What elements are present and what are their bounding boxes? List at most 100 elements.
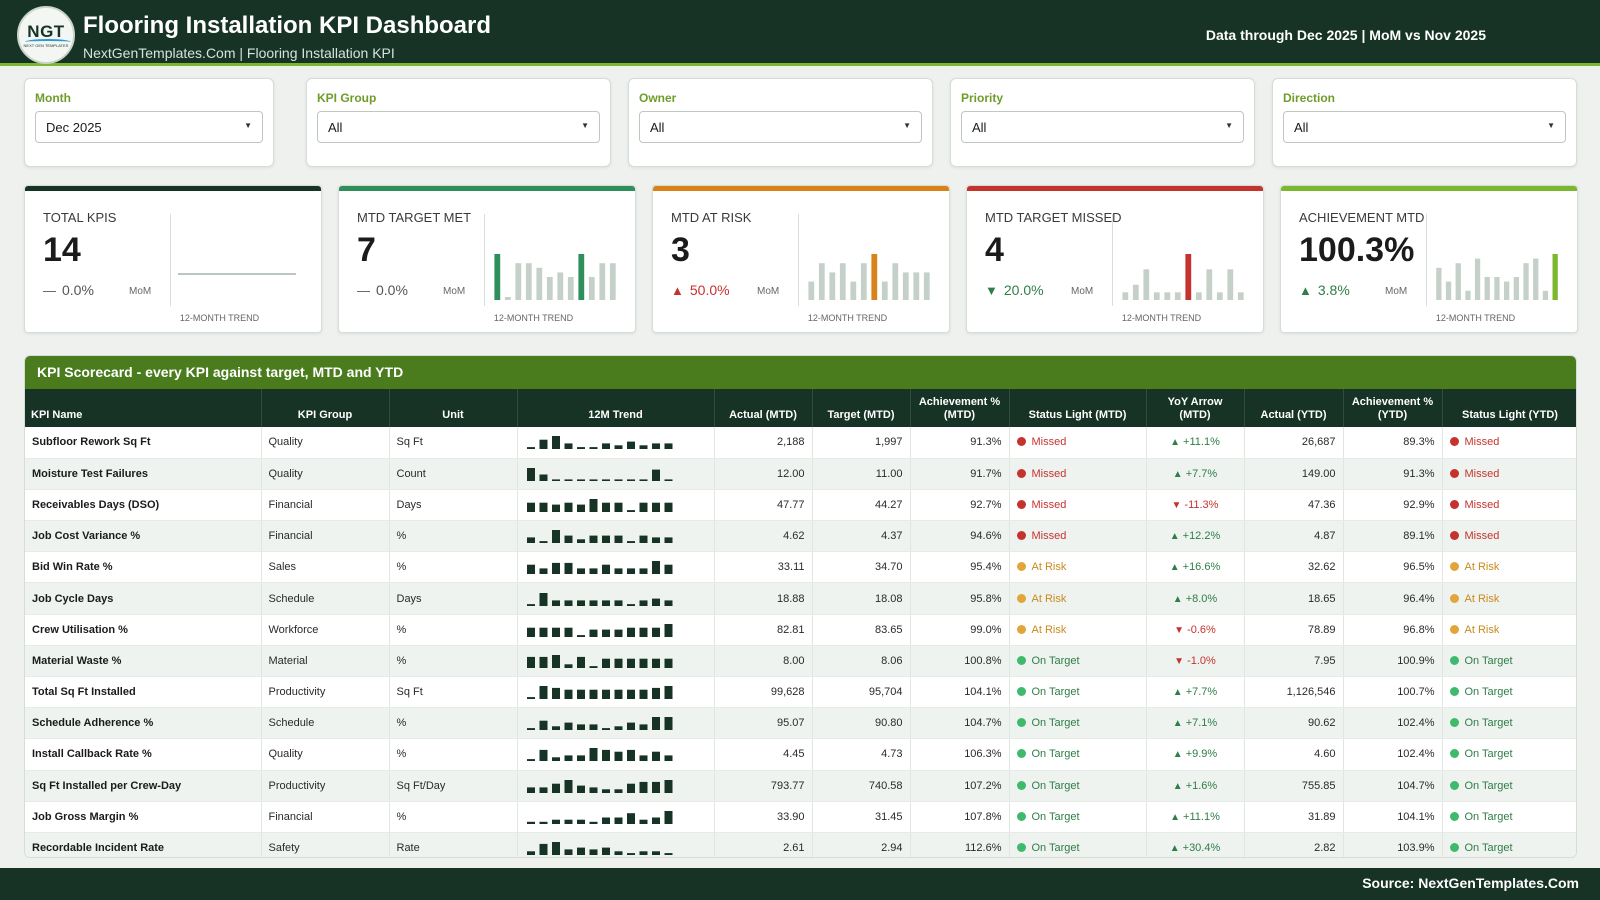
trend-bar (567, 277, 574, 300)
achievement-ytd-cell: 104.7% (1343, 770, 1443, 802)
unit-cell: % (389, 614, 518, 646)
column-header[interactable]: KPI Group (261, 389, 390, 427)
chevron-down-icon: ▼ (1547, 121, 1555, 130)
column-header[interactable]: Status Light (MTD) (1009, 389, 1147, 427)
column-header[interactable]: 12M Trend (517, 389, 715, 427)
direction-select[interactable]: All ▼ (1283, 111, 1566, 143)
mini-trend-bar (564, 443, 572, 450)
status-text: On Target (1031, 779, 1080, 792)
mini-trend-bar (551, 436, 560, 450)
column-header[interactable]: Status Light (YTD) (1442, 389, 1576, 427)
status-text: On Target (1031, 810, 1080, 823)
kpi-card-trend-chart (1122, 254, 1244, 300)
column-header[interactable]: Achievement % (MTD) (910, 389, 1010, 427)
filter-label: Priority (961, 91, 1004, 105)
status-light-cell: On Target (1442, 832, 1576, 857)
table-row[interactable]: Material Waste % Material% 8.00 8.06 100.8% O… (25, 645, 1576, 678)
status-text: Missed (1031, 498, 1067, 511)
mini-trend-bar (551, 563, 560, 575)
mini-trend-bar (539, 541, 547, 544)
table-row[interactable]: Total Sq Ft Installed Productivity Sq Ft 99… (25, 676, 1576, 709)
column-header[interactable]: KPI Name (25, 389, 262, 427)
target-mtd-cell: 83.65 (812, 614, 911, 646)
unit-cell: Sq Ft (389, 676, 518, 709)
actual-ytd-cell: 26,687 (1244, 427, 1344, 459)
target-mtd-cell: 8.06 (812, 645, 911, 678)
status-dot-icon (1449, 437, 1459, 447)
priority-select[interactable]: All ▼ (961, 111, 1244, 143)
table-row[interactable]: Recordable Incident Rate Safety Rate 2.61 2.… (25, 832, 1576, 857)
unit-cell: % (389, 801, 518, 833)
owner-select[interactable]: All ▼ (639, 111, 922, 143)
mini-trend-bar (564, 563, 572, 575)
column-header[interactable]: YoY Arrow (MTD) (1146, 389, 1245, 427)
mini-trend-bar (664, 443, 672, 450)
trend-bar (515, 263, 522, 300)
kpi-group-select[interactable]: All ▼ (317, 111, 600, 143)
kpi-card-label: MTD TARGET MET (357, 210, 472, 225)
mini-trend-bar (526, 656, 535, 668)
mini-trend-bar (526, 502, 535, 512)
achievement-ytd-cell: 102.4% (1343, 738, 1443, 771)
status-dot-icon (1016, 562, 1026, 572)
trend-bar (1153, 292, 1160, 300)
mini-trend-bar (539, 440, 547, 450)
mini-trend-bar (601, 535, 610, 544)
kpi-card-label: MTD AT RISK (671, 210, 752, 225)
target-mtd-cell: 31.45 (812, 801, 911, 833)
status-text: Missed (1031, 530, 1067, 543)
mini-trend-bar (526, 759, 535, 762)
triangle-up-icon: ▲ (1170, 811, 1181, 823)
actual-mtd-cell: 18.88 (714, 582, 813, 615)
column-header[interactable]: Unit (389, 389, 518, 427)
table-row[interactable]: Job Cycle Days Schedule Days 18.88 18.08 95.8… (25, 582, 1576, 615)
table-row[interactable]: Schedule Adherence % Schedule% 95.07 90.80 1… (25, 707, 1576, 740)
month-select[interactable]: Dec 2025 ▼ (35, 111, 263, 143)
mini-trend-bar (639, 568, 647, 575)
mini-trend-bar (639, 535, 647, 544)
triangle-down-icon: ▼ (1174, 624, 1185, 636)
mini-trend-bar (664, 502, 672, 512)
target-mtd-cell: 11.00 (812, 458, 911, 490)
triangle-up-icon: ▲ (671, 282, 684, 298)
column-header[interactable]: Target (MTD) (812, 389, 911, 427)
kpi-scorecard: KPI Scorecard - every KPI against target… (24, 355, 1577, 858)
table-row[interactable]: Bid Win Rate % Sales% 33.11 34.70 95.4% At Ri… (25, 551, 1576, 584)
mini-trend-bar (651, 658, 660, 668)
table-row[interactable]: Subfloor Rework Sq Ft Quality Sq Ft 2,188 1,… (25, 427, 1576, 459)
mini-trend-chart (526, 467, 672, 481)
table-row[interactable]: Job Cost Variance % Financial% 4.62 4.37 94.… (25, 520, 1576, 553)
column-header[interactable]: Achievement % (YTD) (1343, 389, 1443, 427)
mini-trend-bar (614, 568, 622, 575)
mini-trend-bar (626, 722, 635, 731)
mini-trend-bar (626, 813, 635, 824)
table-row[interactable]: Crew Utilisation % Workforce% 82.81 83.65 99… (25, 614, 1576, 646)
status-light-cell: On Target (1009, 645, 1147, 678)
mini-trend-bar (639, 445, 647, 450)
table-row[interactable]: Receivables Days (DSO) Financial Days 47.77… (25, 489, 1576, 522)
trend-bar (818, 263, 825, 300)
column-header[interactable]: Actual (MTD) (714, 389, 813, 427)
status-light-cell: On Target (1442, 738, 1576, 771)
target-mtd-cell: 34.70 (812, 551, 911, 584)
table-row[interactable]: Moisture Test Failures Quality Count 12.00 1… (25, 458, 1576, 490)
trend-bar (808, 281, 815, 300)
filter-kpi-group: KPI Group All ▼ (306, 78, 611, 167)
status-light-cell: On Target (1009, 707, 1147, 740)
achievement-ytd-cell: 100.7% (1343, 676, 1443, 709)
kpi-card-mom-label: MoM (443, 286, 466, 297)
table-row[interactable]: Install Callback Rate % Quality% 4.45 4.73 1… (25, 738, 1576, 771)
column-header[interactable]: Actual (YTD) (1244, 389, 1344, 427)
table-row[interactable]: Sq Ft Installed per Crew-Day Productivity… (25, 770, 1576, 802)
kpi-card-trend-label: 12-MONTH TREND (493, 313, 574, 323)
kpi-card-delta-value: 0.0% (62, 282, 94, 298)
mini-trend-chart (526, 592, 672, 606)
table-row[interactable]: Job Gross Margin % Financial% 33.90 31.45 10… (25, 801, 1576, 833)
triangle-up-icon: ▲ (1172, 468, 1183, 480)
triangle-up-icon: ▲ (1299, 282, 1312, 298)
yoy-arrow-cell: ▲ +8.0% (1146, 582, 1245, 615)
mini-trend-bar (626, 750, 635, 762)
triangle-down-icon: ▼ (985, 282, 998, 298)
status-dot-icon (1016, 843, 1026, 853)
status-text: Missed (1464, 530, 1500, 543)
